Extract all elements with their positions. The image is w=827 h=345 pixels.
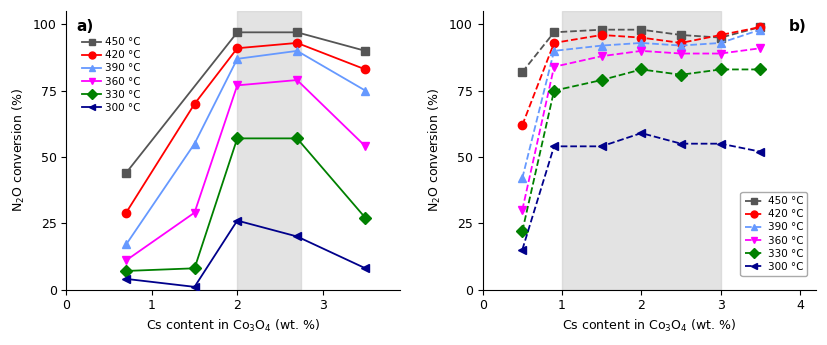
Bar bbox=[562, 11, 720, 289]
Y-axis label: N$_2$O conversion (%): N$_2$O conversion (%) bbox=[428, 88, 443, 212]
Bar bbox=[237, 11, 301, 289]
Text: a): a) bbox=[76, 19, 93, 34]
Legend: 450 °C, 420 °C, 390 °C, 360 °C, 330 °C, 300 °C: 450 °C, 420 °C, 390 °C, 360 °C, 330 °C, … bbox=[740, 192, 807, 276]
X-axis label: Cs content in Co$_3$O$_4$ (wt. %): Cs content in Co$_3$O$_4$ (wt. %) bbox=[146, 318, 320, 334]
Y-axis label: N$_2$O conversion (%): N$_2$O conversion (%) bbox=[11, 88, 27, 212]
X-axis label: Cs content in Co$_3$O$_4$ (wt. %): Cs content in Co$_3$O$_4$ (wt. %) bbox=[562, 318, 736, 334]
Legend: 450 °C, 420 °C, 390 °C, 360 °C, 330 °C, 300 °C: 450 °C, 420 °C, 390 °C, 360 °C, 330 °C, … bbox=[79, 33, 145, 117]
Text: b): b) bbox=[789, 19, 807, 34]
